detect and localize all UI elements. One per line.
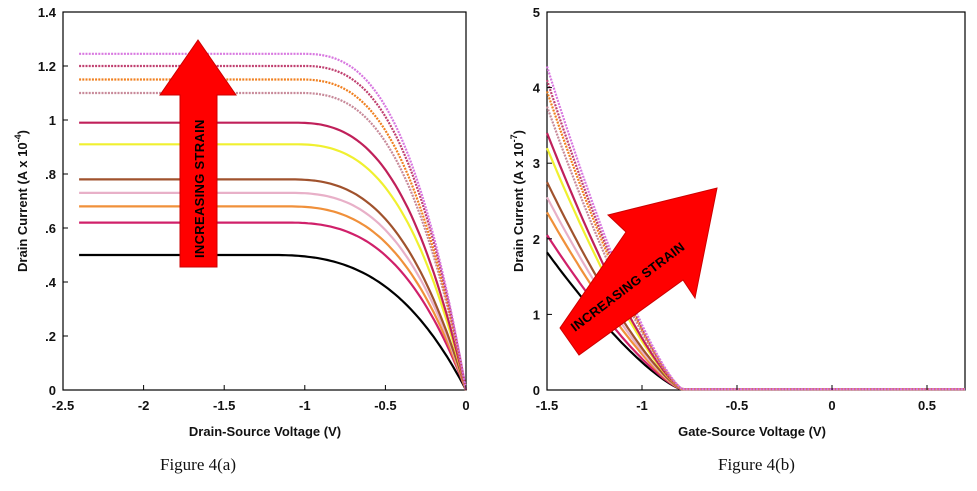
chart-b: -1.5 -1 -0.5 0 0.5 0 1 2 3 4 5 INCREASING STRAIN G… xyxy=(490,0,977,491)
chart-a-ytick-label: 0 xyxy=(49,383,56,398)
chart-a-xlabel: Drain-Source Voltage (V) xyxy=(189,424,341,439)
chart-a-series-line xyxy=(79,205,468,391)
chart-b-xtick-label: 0 xyxy=(828,398,835,413)
chart-b-ticks: -1.5 -1 -0.5 0 0.5 0 1 2 3 4 5 xyxy=(533,5,936,413)
chart-a-series-line xyxy=(79,121,468,391)
chart-b-xlabel: Gate-Source Voltage (V) xyxy=(678,424,826,439)
chart-b-series-line xyxy=(545,66,965,391)
chart-a-svg: -2.5 -2 -1.5 -1 -0.5 0 0 .2 .4 .6 .8 1 1.2 1.4 INCREA… xyxy=(13,5,470,439)
chart-b-ylabel-main: Drain Current (A x 10 xyxy=(511,142,526,272)
chart-b-ytick-label: 1 xyxy=(533,307,540,322)
chart-a: -2.5 -2 -1.5 -1 -0.5 0 0 .2 .4 .6 .8 1 1.2 1.4 INCREA… xyxy=(13,5,470,474)
chart-b-xtick-label: -0.5 xyxy=(726,398,748,413)
chart-a-series-line xyxy=(79,191,468,391)
chart-b-ylabel-close: ) xyxy=(511,130,526,134)
chart-a-xtick-label: -2.5 xyxy=(52,398,74,413)
chart-a-series-line xyxy=(79,253,467,391)
chart-a-ylabel-exp: -4 xyxy=(13,134,23,142)
chart-a-ytick-label: .6 xyxy=(45,221,56,236)
chart-a-ylabel-main: Drain Current (A x 10 xyxy=(15,142,30,272)
chart-a-ytick-label: .2 xyxy=(45,329,56,344)
chart-b-ylabel-exp: -7 xyxy=(509,134,519,142)
chart-a-ytick-label: 1.4 xyxy=(38,5,57,20)
strain-arrow-shape-b xyxy=(559,187,718,356)
chart-a-ytick-label: 1 xyxy=(49,113,56,128)
chart-a-strain-arrow: INCREASING STRAIN xyxy=(159,39,237,268)
chart-b-xtick-label: 0.5 xyxy=(918,398,936,413)
chart-b-ytick-label: 0 xyxy=(533,383,540,398)
chart-b-series-group xyxy=(545,66,965,391)
chart-a-series-group xyxy=(79,52,468,391)
chart-a-xtick-label: -0.5 xyxy=(374,398,396,413)
chart-a-ytick-label: 1.2 xyxy=(38,59,56,74)
chart-b-ytick-label: 2 xyxy=(533,232,540,247)
chart-a-ticks: -2.5 -2 -1.5 -1 -0.5 0 0 .2 .4 .6 .8 1 1.2 1.4 xyxy=(38,5,470,413)
chart-a-ylabel: Drain Current (A x 10-4) xyxy=(13,130,30,272)
chart-a-xtick-label: 0 xyxy=(462,398,469,413)
chart-a-series-line xyxy=(79,91,468,391)
chart-b-ytick-label: 3 xyxy=(533,156,540,171)
chart-a-series-line xyxy=(79,78,468,391)
chart-a-series-line xyxy=(79,178,468,391)
chart-a-ytick-label: .8 xyxy=(45,167,56,182)
chart-a-series-line xyxy=(79,221,468,391)
chart-a-series-line xyxy=(79,64,468,391)
chart-b-ytick-label: 5 xyxy=(533,5,540,20)
chart-b-series-line xyxy=(545,91,965,391)
chart-a-ytick-label: .4 xyxy=(45,275,57,290)
chart-b-ylabel: Drain Current (A x 10-7) xyxy=(509,130,526,272)
chart-a-ylabel-close: ) xyxy=(15,130,30,134)
chart-a-xtick-label: -2 xyxy=(138,398,150,413)
chart-a-series-line xyxy=(79,143,468,391)
chart-a-xtick-label: -1 xyxy=(299,398,311,413)
chart-a-series-line xyxy=(79,52,468,391)
caption-b: Figure 4(b) xyxy=(718,455,795,474)
chart-a-xtick-label: -1.5 xyxy=(213,398,235,413)
strain-arrow-shape-a xyxy=(159,39,237,268)
chart-b-xtick-label: -1.5 xyxy=(536,398,558,413)
chart-a-plot-frame xyxy=(62,11,467,391)
chart-b-xtick-label: -1 xyxy=(636,398,648,413)
chart-b-series-line xyxy=(545,79,965,391)
caption-a: Figure 4(a) xyxy=(160,455,237,474)
strain-arrow-label-a: INCREASING STRAIN xyxy=(192,119,207,258)
chart-b-ytick-label: 4 xyxy=(533,81,541,96)
